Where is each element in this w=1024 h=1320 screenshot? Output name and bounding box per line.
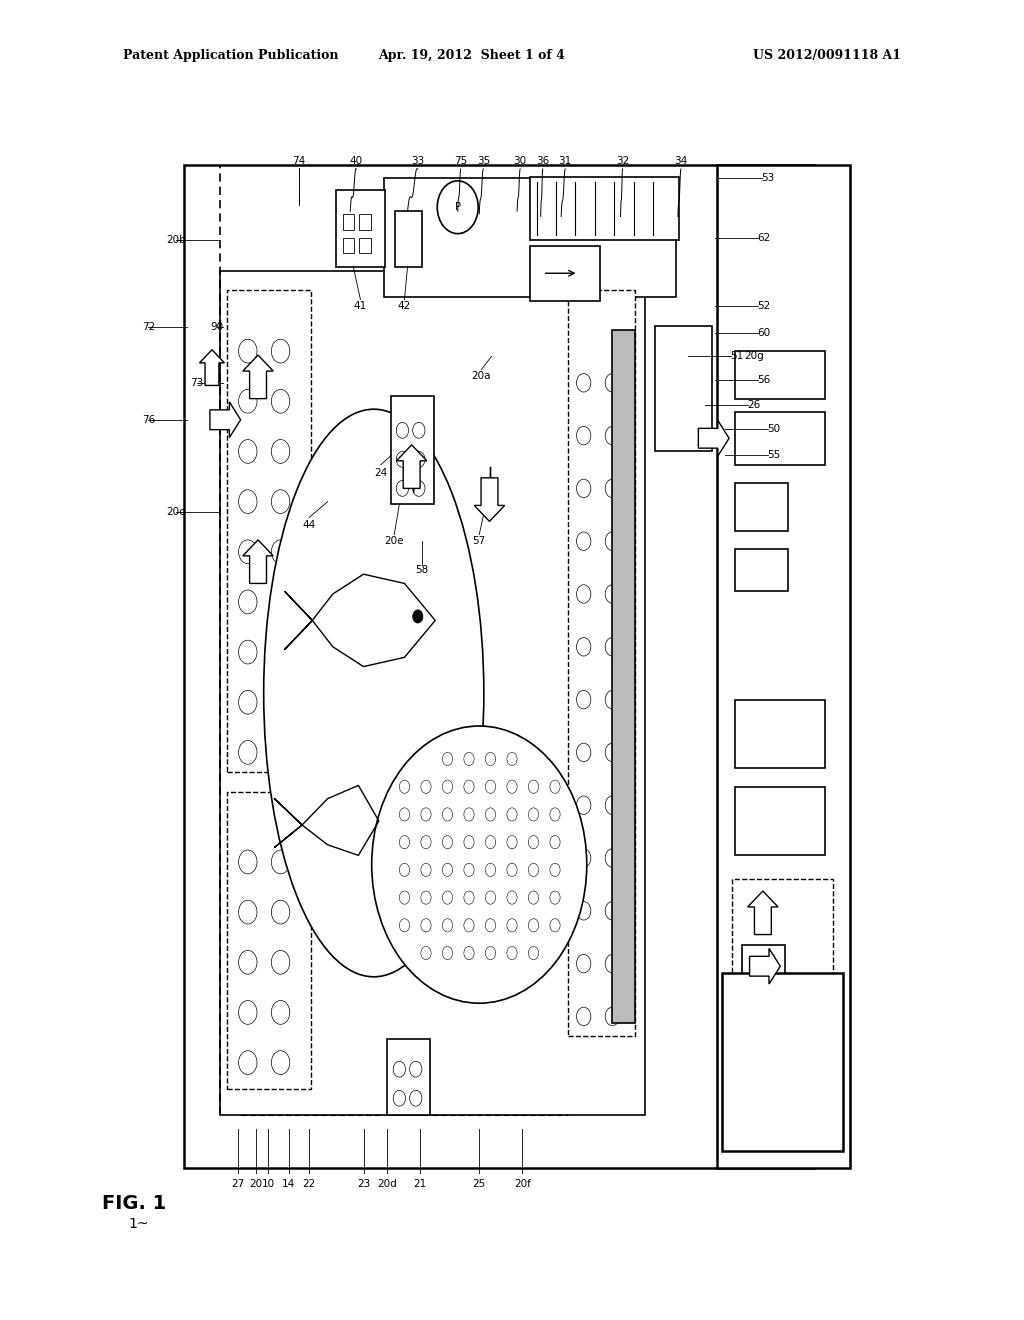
Bar xyxy=(184,165,814,1168)
Bar xyxy=(395,211,422,267)
Text: 20d: 20d xyxy=(377,1179,397,1189)
Text: 60: 60 xyxy=(758,327,770,338)
Text: 22: 22 xyxy=(303,1179,315,1189)
Text: 75: 75 xyxy=(455,156,467,166)
Text: 26: 26 xyxy=(748,400,760,411)
Text: 57: 57 xyxy=(473,536,485,546)
FancyArrow shape xyxy=(396,445,427,488)
Text: 52: 52 xyxy=(758,301,770,312)
Bar xyxy=(359,214,371,230)
Bar xyxy=(343,238,354,253)
Bar xyxy=(722,973,843,1151)
Text: 34: 34 xyxy=(675,156,687,166)
Ellipse shape xyxy=(264,409,483,977)
Bar xyxy=(530,177,679,240)
Text: Patent Application Publication: Patent Application Publication xyxy=(123,49,338,62)
Text: 27: 27 xyxy=(231,1179,244,1189)
Text: 20f: 20f xyxy=(514,1179,530,1189)
Bar xyxy=(387,1039,430,1115)
Circle shape xyxy=(372,726,587,1003)
Text: 33: 33 xyxy=(412,156,424,166)
Bar xyxy=(735,483,788,531)
Bar xyxy=(568,290,635,1036)
Bar xyxy=(359,238,371,253)
Text: 41: 41 xyxy=(354,301,367,312)
Text: 44: 44 xyxy=(303,520,315,531)
Text: 31: 31 xyxy=(559,156,571,166)
Text: 42: 42 xyxy=(398,301,411,312)
Text: 36: 36 xyxy=(537,156,549,166)
Bar xyxy=(735,700,825,768)
Text: 72: 72 xyxy=(142,322,155,333)
Text: 20: 20 xyxy=(250,1179,262,1189)
Bar xyxy=(612,330,635,1023)
Text: 20e: 20e xyxy=(384,536,404,546)
Text: 20a: 20a xyxy=(471,371,492,381)
FancyArrow shape xyxy=(698,420,729,455)
Text: P: P xyxy=(455,202,461,213)
FancyArrow shape xyxy=(200,350,224,385)
Text: 58: 58 xyxy=(416,565,428,576)
FancyArrow shape xyxy=(243,355,273,399)
Text: 55: 55 xyxy=(768,450,780,461)
Bar xyxy=(220,271,645,1115)
Bar xyxy=(735,351,825,399)
Text: 53: 53 xyxy=(762,173,774,183)
FancyArrow shape xyxy=(243,540,273,583)
Text: 90: 90 xyxy=(211,322,223,333)
Text: 21: 21 xyxy=(414,1179,426,1189)
Text: 24: 24 xyxy=(375,467,387,478)
Text: 23: 23 xyxy=(357,1179,370,1189)
Text: 62: 62 xyxy=(758,232,770,243)
Text: 51: 51 xyxy=(731,351,743,362)
Text: 40: 40 xyxy=(350,156,362,166)
Bar xyxy=(227,792,311,1089)
Text: 30: 30 xyxy=(514,156,526,166)
Text: Apr. 19, 2012  Sheet 1 of 4: Apr. 19, 2012 Sheet 1 of 4 xyxy=(378,49,564,62)
Circle shape xyxy=(413,610,423,623)
Bar xyxy=(735,787,825,855)
Text: 35: 35 xyxy=(477,156,489,166)
Text: 25: 25 xyxy=(473,1179,485,1189)
FancyArrow shape xyxy=(750,948,780,985)
Text: 20c: 20c xyxy=(167,507,185,517)
Bar xyxy=(336,190,385,267)
Text: 20g: 20g xyxy=(743,351,764,362)
Bar xyxy=(391,396,434,504)
Text: 32: 32 xyxy=(616,156,629,166)
FancyArrow shape xyxy=(474,478,505,521)
Text: US 2012/0091118 A1: US 2012/0091118 A1 xyxy=(753,49,901,62)
Text: 76: 76 xyxy=(142,414,155,425)
Text: 73: 73 xyxy=(190,378,203,388)
Text: 20b: 20b xyxy=(166,235,186,246)
Text: 74: 74 xyxy=(293,156,305,166)
Bar xyxy=(530,246,600,301)
Bar xyxy=(343,214,354,230)
Bar xyxy=(735,549,788,591)
Text: 50: 50 xyxy=(768,424,780,434)
Text: 14: 14 xyxy=(283,1179,295,1189)
Bar xyxy=(735,412,825,465)
Bar xyxy=(742,945,785,987)
FancyArrow shape xyxy=(748,891,778,935)
Text: 10: 10 xyxy=(262,1179,274,1189)
Bar xyxy=(732,879,833,1001)
Text: FIG. 1: FIG. 1 xyxy=(102,1195,167,1213)
Text: 56: 56 xyxy=(758,375,770,385)
FancyArrow shape xyxy=(210,401,241,437)
Circle shape xyxy=(437,181,478,234)
Bar xyxy=(717,165,850,1168)
Text: 1~: 1~ xyxy=(128,1217,148,1230)
Bar xyxy=(227,290,311,772)
Bar xyxy=(384,178,676,297)
Bar xyxy=(655,326,712,451)
